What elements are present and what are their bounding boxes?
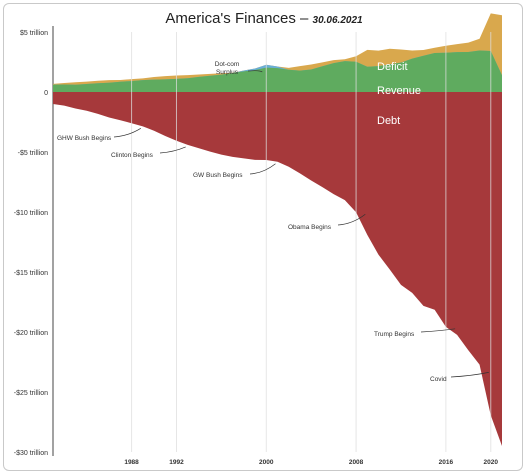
y-tick-label: -$10 trillion xyxy=(14,210,48,217)
x-tick-label: 1992 xyxy=(169,459,184,466)
annotation-label: Clinton Begins xyxy=(111,152,154,159)
deficit-label: Deficit xyxy=(377,61,408,73)
debt-label: Debt xyxy=(377,115,400,127)
y-tick-label: -$15 trillion xyxy=(14,270,48,277)
annotation-leader xyxy=(249,163,276,175)
annotation-label: GHW Bush Begins xyxy=(57,135,112,142)
annotation-label: Trump Begins xyxy=(374,331,415,338)
annotation-leader xyxy=(113,128,141,138)
y-tick-label: -$25 trillion xyxy=(14,390,48,397)
y-tick-label: -$20 trillion xyxy=(14,330,48,337)
annotation-leader xyxy=(450,372,489,378)
annotation-label: Surplus xyxy=(216,69,239,76)
annotation-label: GW Bush Begins xyxy=(193,172,243,179)
chart-title-date: 30.06.2021 xyxy=(312,15,363,26)
annotation-label: Dot-com xyxy=(215,61,240,68)
x-tick-label: 2020 xyxy=(484,459,499,466)
x-tick-label: 1988 xyxy=(124,459,139,466)
y-tick-label: 0 xyxy=(44,90,48,97)
annotation-leader xyxy=(420,328,456,333)
revenue-label: Revenue xyxy=(377,85,421,97)
x-tick-label: 2000 xyxy=(259,459,274,466)
annotation-leader xyxy=(247,70,263,73)
x-tick-label: 2016 xyxy=(439,459,454,466)
annotation-leader xyxy=(337,213,366,226)
y-tick-label: -$30 trillion xyxy=(14,450,48,457)
x-tick-label: 2008 xyxy=(349,459,364,466)
revenue-area xyxy=(53,50,502,92)
annotation-label: Covid xyxy=(430,376,447,383)
chart-title-dash: – xyxy=(300,10,309,27)
y-tick-label: $5 trillion xyxy=(20,30,48,37)
y-tick-label: -$5 trillion xyxy=(18,150,48,157)
annotation-label: Obama Begins xyxy=(288,224,332,231)
annotation-leader xyxy=(159,146,186,154)
chart-title: America's Finances – 30.06.2021 xyxy=(0,10,528,27)
debt-area xyxy=(53,92,502,446)
chart-title-main: America's Finances xyxy=(165,10,296,27)
